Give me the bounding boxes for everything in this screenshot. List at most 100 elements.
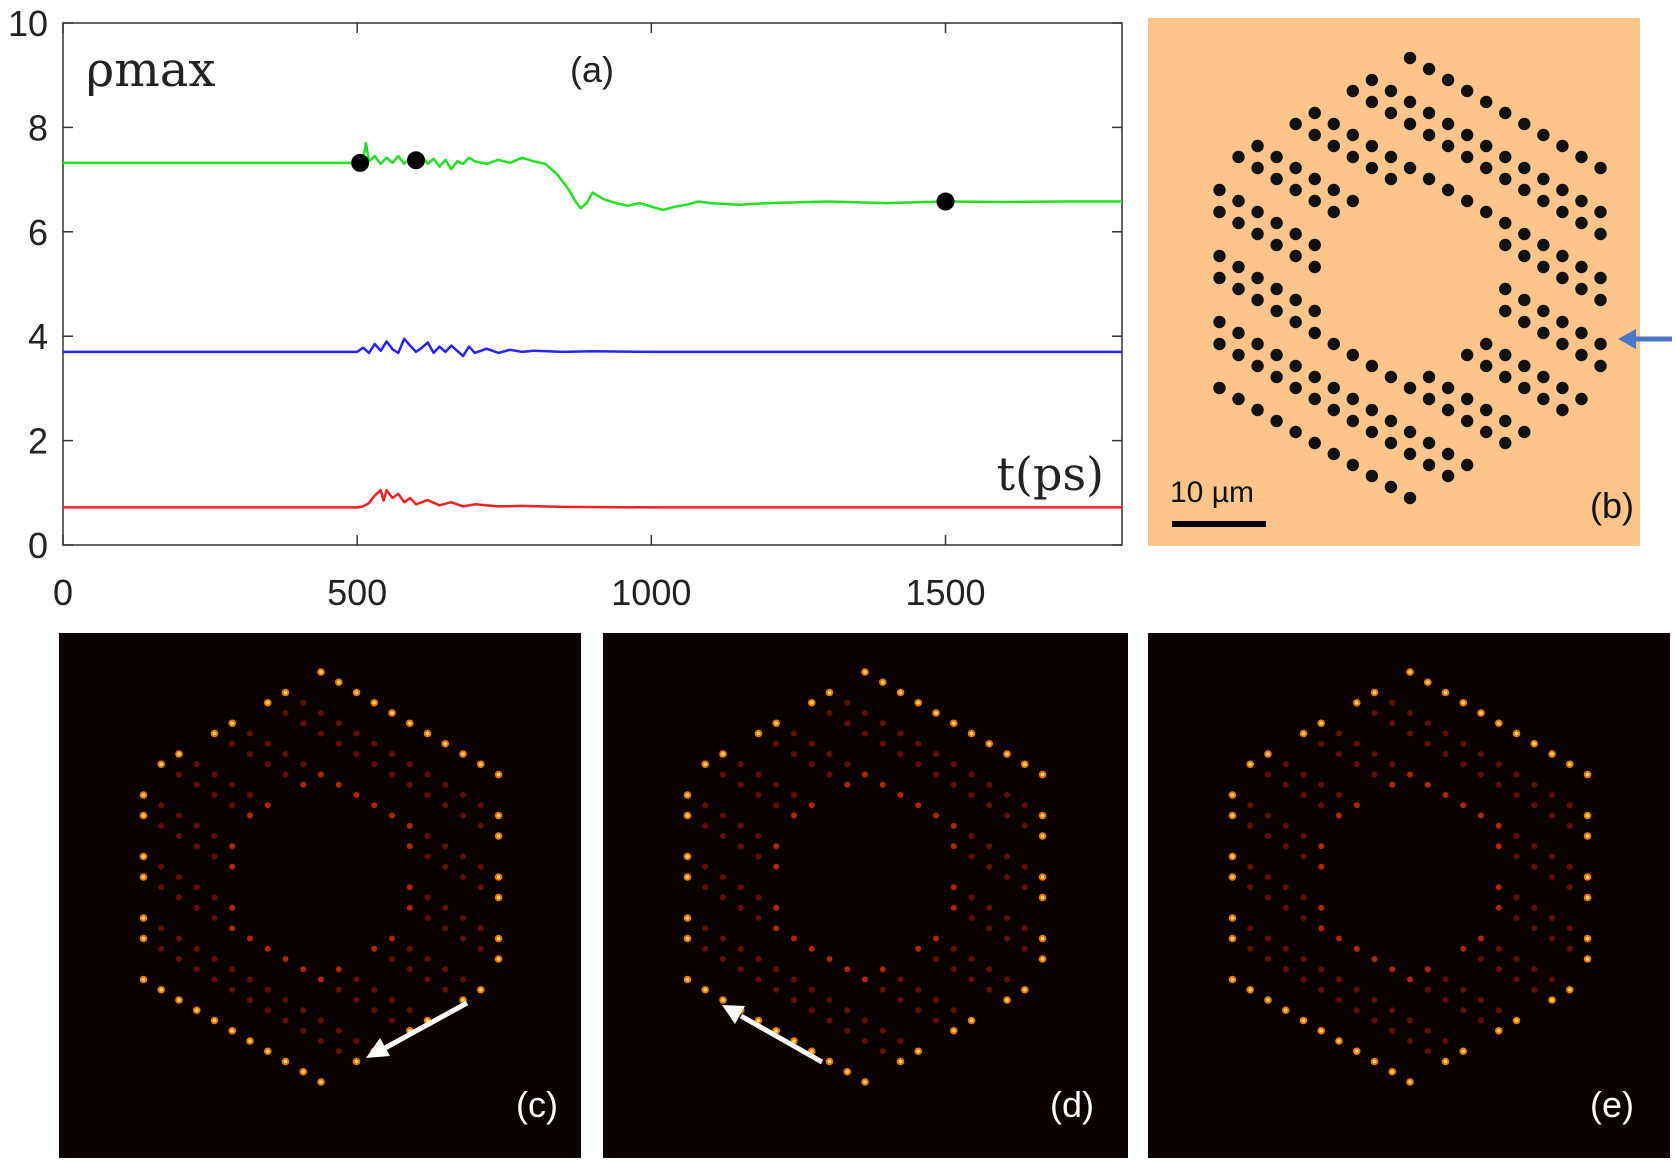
density-spot bbox=[773, 904, 780, 911]
density-spot bbox=[862, 730, 868, 737]
density-spot bbox=[282, 956, 289, 962]
lattice-dot bbox=[1460, 84, 1474, 98]
density-spot bbox=[790, 935, 797, 942]
density-spot bbox=[879, 781, 886, 788]
time-marker bbox=[936, 192, 955, 211]
lattice-dot bbox=[1556, 139, 1569, 153]
lattice-dot bbox=[1575, 326, 1588, 340]
lattice-dot bbox=[1308, 238, 1321, 252]
density-spot-core bbox=[141, 793, 146, 797]
density-spot bbox=[1513, 853, 1520, 860]
density-spot bbox=[879, 966, 886, 973]
density-spot bbox=[844, 761, 851, 768]
density-spot-core bbox=[721, 752, 725, 756]
density-spot bbox=[371, 1007, 378, 1014]
density-spot bbox=[719, 956, 726, 962]
lattice-dot bbox=[1365, 73, 1379, 87]
lattice-dot bbox=[1422, 436, 1436, 450]
density-spot bbox=[808, 761, 815, 768]
density-spot bbox=[442, 863, 449, 870]
density-spot-core bbox=[1319, 721, 1324, 726]
density-spot bbox=[933, 956, 940, 962]
lattice-dot bbox=[1556, 403, 1569, 417]
lattice-dot bbox=[1327, 117, 1340, 131]
density-spot bbox=[950, 884, 957, 891]
density-spot bbox=[986, 966, 993, 973]
density-spot bbox=[808, 740, 815, 747]
lattice-dot bbox=[1327, 447, 1340, 461]
density-spot bbox=[1424, 966, 1431, 973]
density-spot bbox=[229, 986, 236, 993]
lattice-dot bbox=[1422, 128, 1436, 142]
panel-b-label: (b) bbox=[1590, 485, 1634, 526]
density-spot-core bbox=[1022, 762, 1027, 767]
density-spot-core bbox=[721, 998, 725, 1002]
lattice-dot bbox=[1289, 293, 1302, 307]
density-spot-core bbox=[141, 875, 146, 879]
density-spot-core bbox=[685, 813, 690, 818]
density-spot bbox=[158, 884, 165, 891]
lattice-dot bbox=[1365, 403, 1379, 417]
density-spot bbox=[755, 915, 762, 921]
density-spot bbox=[229, 802, 236, 809]
lattice-dot bbox=[1575, 150, 1588, 164]
density-spot-core bbox=[863, 1080, 867, 1084]
density-spot-core bbox=[1443, 1059, 1448, 1064]
density-spot bbox=[193, 843, 200, 850]
lattice-dot bbox=[1575, 216, 1588, 230]
density-spot-core bbox=[1496, 1028, 1501, 1033]
lattice-dot bbox=[1480, 161, 1493, 175]
density-spot bbox=[1247, 822, 1254, 829]
density-spot bbox=[1004, 915, 1011, 921]
density-spot-core bbox=[461, 752, 465, 756]
density-spot bbox=[1407, 1038, 1413, 1044]
density-spot bbox=[737, 884, 744, 891]
lattice-dot bbox=[1499, 414, 1512, 428]
density-spot bbox=[915, 761, 922, 768]
density-spot bbox=[1460, 740, 1467, 747]
density-spot-core bbox=[1425, 680, 1430, 685]
density-spot bbox=[915, 802, 922, 809]
lattice-dot bbox=[1346, 348, 1360, 362]
lattice-dot bbox=[1499, 370, 1512, 384]
density-spot bbox=[1264, 935, 1271, 942]
density-spot bbox=[175, 771, 182, 778]
density-spot-core bbox=[1283, 1008, 1288, 1013]
density-spot-core bbox=[880, 680, 885, 685]
density-spot bbox=[1300, 915, 1307, 921]
lattice-dot bbox=[1213, 337, 1226, 351]
density-spot bbox=[719, 874, 726, 880]
lattice-dot bbox=[1384, 370, 1398, 384]
density-spot bbox=[371, 761, 378, 768]
density-spot bbox=[1442, 751, 1449, 757]
density-spot bbox=[933, 812, 940, 819]
density-spot bbox=[389, 956, 396, 962]
density-spot-core bbox=[1550, 998, 1554, 1002]
density-spot bbox=[1264, 894, 1271, 901]
density-spot bbox=[158, 863, 165, 870]
density-spot-core bbox=[1390, 1069, 1395, 1074]
density-spot bbox=[1335, 976, 1342, 983]
density-spot bbox=[353, 792, 360, 798]
density-spot bbox=[986, 863, 993, 870]
arrow-icon bbox=[1618, 329, 1672, 349]
density-spot bbox=[897, 976, 904, 983]
density-spot bbox=[175, 833, 182, 839]
lattice-dot bbox=[1556, 337, 1569, 351]
lattice-dot bbox=[1308, 326, 1321, 340]
density-spot-core bbox=[177, 752, 181, 756]
density-spot-core bbox=[496, 834, 501, 838]
lattice-dot bbox=[1537, 194, 1550, 208]
density-spot-core bbox=[703, 762, 708, 767]
density-spot bbox=[318, 1017, 324, 1024]
density-spot-core bbox=[1550, 752, 1554, 756]
density-spot bbox=[1549, 915, 1556, 921]
lattice-dot bbox=[1346, 392, 1360, 406]
y-axis-label: ρmax bbox=[86, 42, 215, 98]
series-line-blue bbox=[63, 337, 1122, 358]
density-spot-core bbox=[951, 721, 956, 726]
density-spot-core bbox=[1005, 998, 1009, 1002]
density-spot bbox=[702, 863, 709, 870]
lattice-dot bbox=[1270, 370, 1283, 384]
density-spot bbox=[1353, 986, 1360, 993]
